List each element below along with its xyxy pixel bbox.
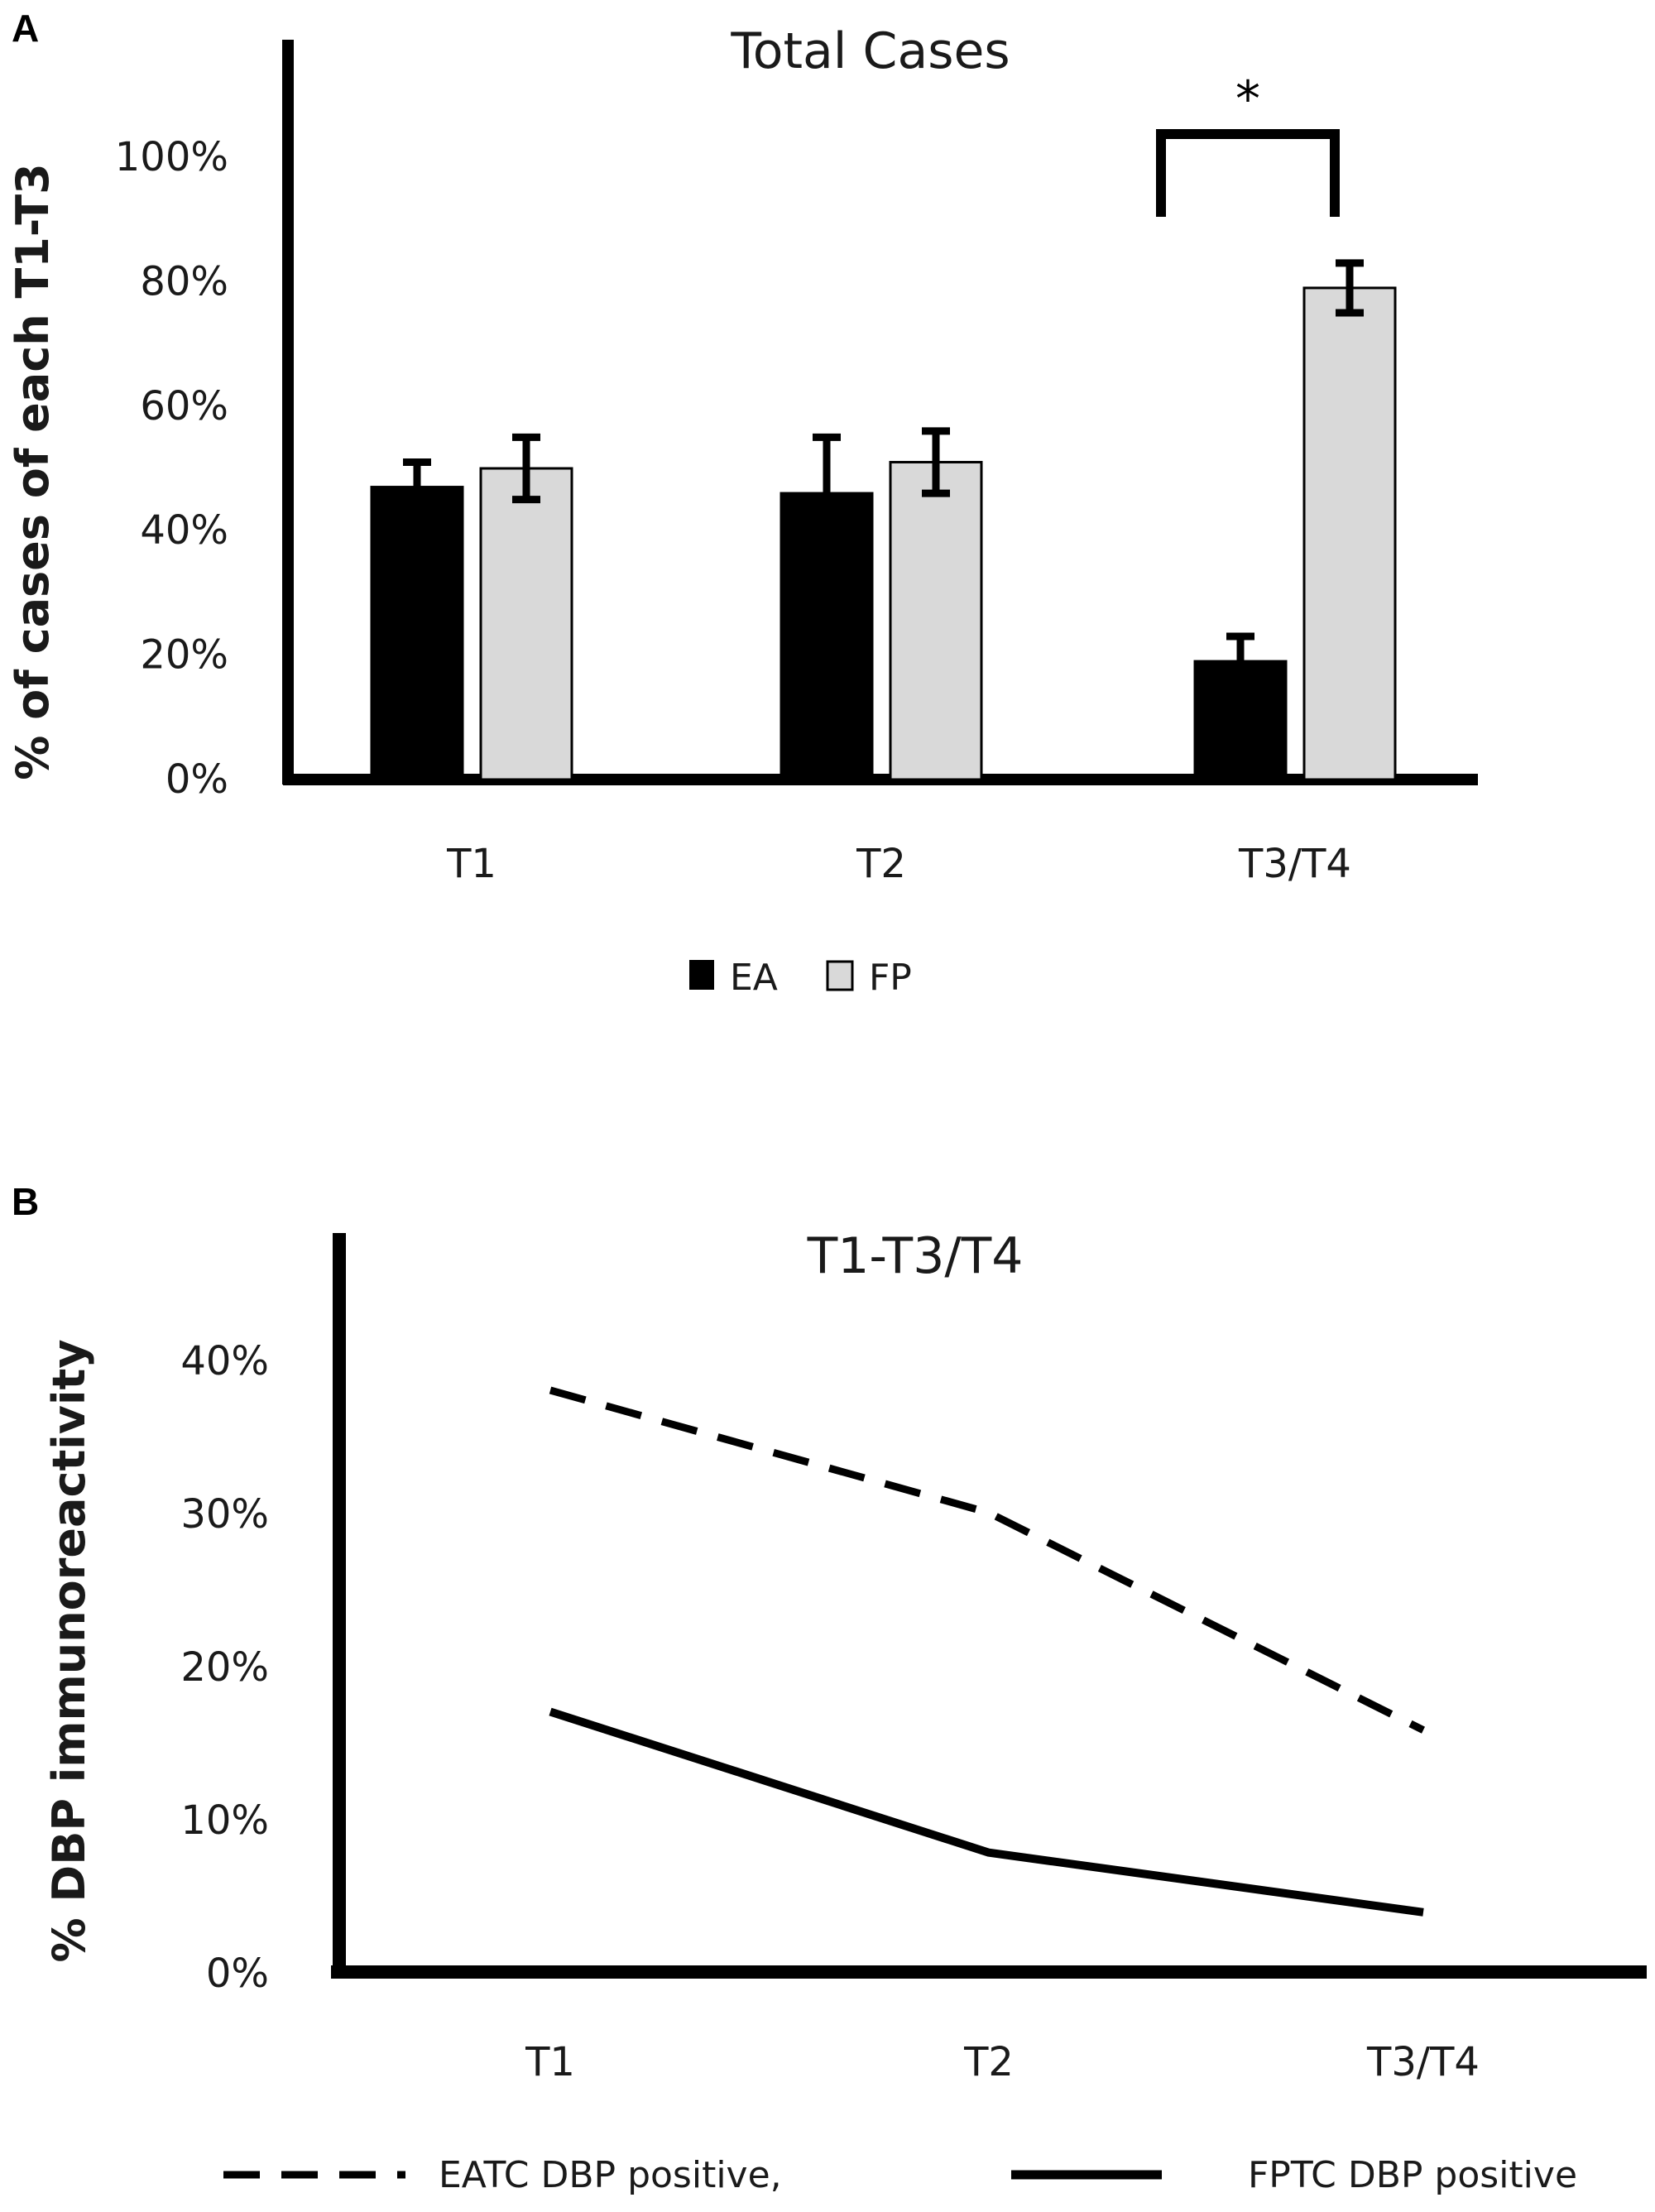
- x-tick-label: T2: [963, 2039, 1014, 2085]
- error-bar-fp-t3-t4: [1336, 259, 1364, 317]
- y-tick-label: 20%: [180, 1644, 269, 1691]
- legend-swatch-fp: [826, 960, 854, 991]
- bar-fp-t2: [889, 460, 983, 781]
- error-bar-ea-t2: [813, 433, 841, 554]
- y-tick-label: 100%: [115, 134, 228, 180]
- panel-b-y-axis-label: % DBP immunoreactivity: [43, 1339, 95, 1962]
- legend-label-fptc: FPTC DBP positive: [1248, 2154, 1577, 2196]
- bar-fp-t3-t4: [1302, 286, 1397, 781]
- panel-a: A Total Cases % of cases of each T1-T3 0…: [7, 7, 1478, 999]
- legend-swatch-ea: [689, 960, 714, 990]
- error-bar-fp-t2: [922, 427, 950, 497]
- y-tick-label: 40%: [140, 507, 228, 554]
- significance-bracket: *: [1156, 70, 1340, 217]
- bar-ea-t1: [370, 486, 464, 781]
- bar-fp-t1: [479, 467, 573, 781]
- y-tick-label: 0%: [166, 756, 228, 803]
- panel-b-letter: B: [12, 1180, 39, 1223]
- y-tick-label: 40%: [180, 1338, 269, 1384]
- legend-label-fp: FP: [869, 957, 912, 999]
- x-tick-label: T2: [856, 841, 906, 887]
- series-line-eatc-dbp-positive: [549, 1386, 1426, 1734]
- y-tick-label: 20%: [140, 632, 228, 679]
- x-tick-label: T1: [525, 2039, 575, 2085]
- significance-bracket-line: [1156, 129, 1340, 217]
- panel-a-legend: EA FP: [689, 957, 912, 999]
- significance-asterisk: *: [1235, 70, 1260, 128]
- x-tick-label: T1: [446, 841, 496, 887]
- x-tick-label: T3/T4: [1238, 841, 1351, 887]
- error-bar-ea-t1: [403, 458, 431, 516]
- legend-label-eatc: EATC DBP positive,: [439, 2154, 782, 2196]
- y-tick-label: 80%: [140, 258, 228, 305]
- y-tick-label: 0%: [206, 1950, 269, 1997]
- panel-a-letter: A: [12, 7, 39, 50]
- panel-b: B T1-T3/T4 % DBP immunoreactivity 0% 10% 2…: [12, 1180, 1647, 2196]
- error-bar-ea-t3-t4: [1226, 632, 1254, 690]
- panel-b-legend: EATC DBP positive, FPTC DBP positive: [223, 2154, 1577, 2196]
- panel-a-y-axis-label: % of cases of each T1-T3: [7, 163, 59, 780]
- panel-a-title: Total Cases: [730, 22, 1010, 80]
- panel-b-title: T1-T3/T4: [807, 1227, 1024, 1285]
- y-tick-label: 10%: [180, 1797, 269, 1844]
- y-tick-label: 30%: [180, 1491, 269, 1538]
- y-tick-label: 60%: [140, 383, 228, 429]
- x-tick-label: T3/T4: [1366, 2039, 1480, 2085]
- legend-label-ea: EA: [730, 957, 778, 999]
- series-line-fptc-dbp-positive: [549, 1707, 1424, 1917]
- error-bar-fp-t1: [512, 433, 540, 504]
